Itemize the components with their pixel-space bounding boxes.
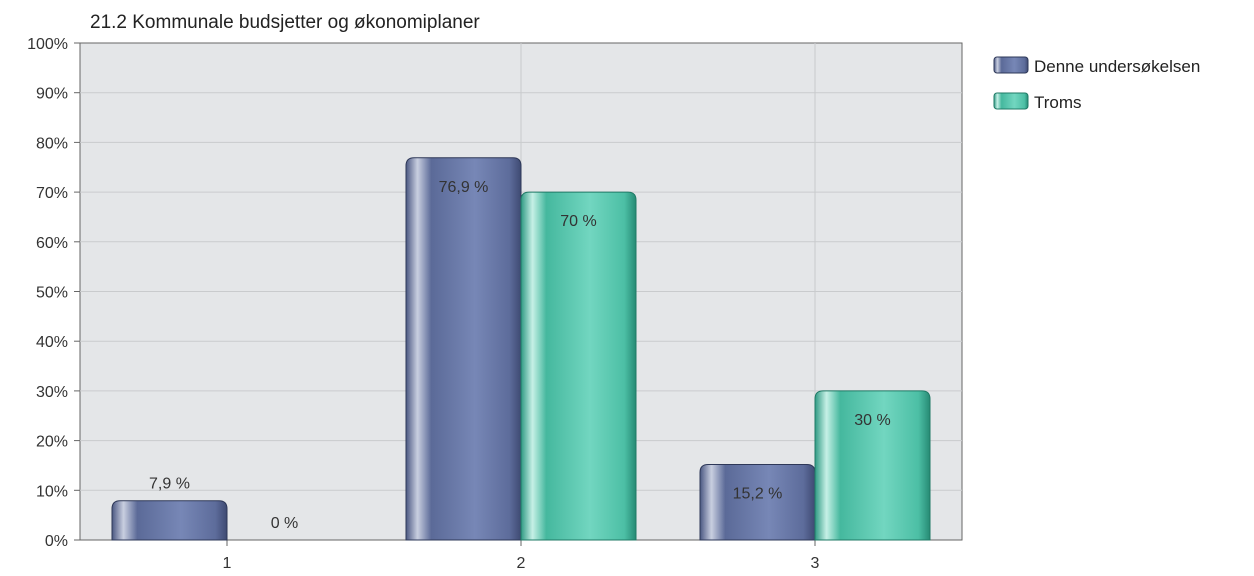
- x-tick-label: 3: [811, 555, 820, 572]
- y-tick-label: 30%: [36, 384, 68, 401]
- x-axis: 1 2 3: [223, 540, 820, 572]
- y-tick-label: 70%: [36, 185, 68, 202]
- y-tick-label: 0%: [45, 533, 68, 550]
- legend-label: Troms: [1034, 93, 1082, 112]
- data-label: 30 %: [854, 412, 890, 429]
- bars: [111, 157, 931, 541]
- legend-swatch: [993, 56, 1029, 74]
- chart-title: 21.2 Kommunale budsjetter og økonomiplan…: [90, 12, 480, 33]
- data-label: 0 %: [271, 515, 299, 532]
- legend-label: Denne undersøkelsen: [1034, 57, 1200, 76]
- legend-swatch: [993, 92, 1029, 110]
- data-labels: 7,9 % 0 % 76,9 % 70 % 15,2 % 30 %: [149, 179, 891, 532]
- y-axis: 0% 10% 20% 30% 40% 50% 60% 70% 80% 90% 100%: [27, 36, 80, 550]
- x-tick-label: 1: [223, 555, 232, 572]
- y-tick-label: 90%: [36, 86, 68, 103]
- y-tick-label: 20%: [36, 434, 68, 451]
- data-label: 7,9 %: [149, 476, 190, 493]
- x-tick-label: 2: [517, 555, 526, 572]
- y-tick-label: 60%: [36, 235, 68, 252]
- y-tick-label: 100%: [27, 36, 68, 53]
- y-tick-label: 80%: [36, 135, 68, 152]
- y-tick-label: 40%: [36, 334, 68, 351]
- bar: [520, 191, 637, 541]
- bar: [814, 390, 931, 541]
- data-label: 70 %: [560, 213, 596, 230]
- data-label: 15,2 %: [733, 485, 783, 502]
- bar: [111, 500, 228, 541]
- y-tick-label: 10%: [36, 483, 68, 500]
- y-tick-label: 50%: [36, 285, 68, 302]
- bar: [405, 157, 522, 541]
- legend: Denne undersøkelsen Troms: [993, 56, 1200, 112]
- data-label: 76,9 %: [439, 179, 489, 196]
